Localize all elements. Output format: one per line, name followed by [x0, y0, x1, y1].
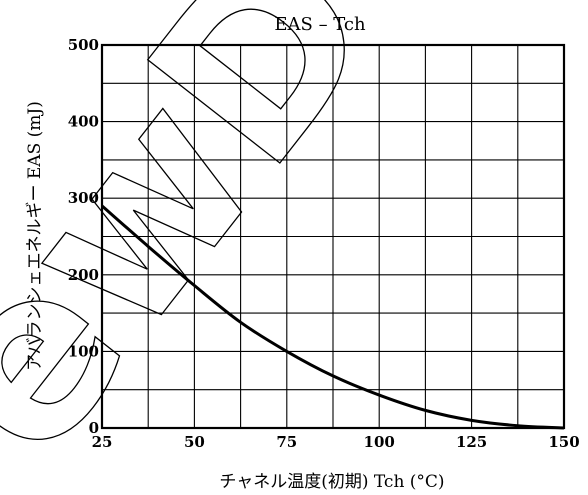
data-point	[193, 284, 196, 287]
y-tick-labels: 0 100 200 300 400 500	[68, 36, 99, 437]
data-point	[147, 245, 149, 248]
grid	[102, 45, 564, 428]
y-tick-label: 400	[68, 113, 99, 131]
x-axis-title: チャネル温度(初期) Tch (°C)	[219, 472, 444, 492]
x-tick-label: 150	[548, 433, 579, 451]
data-point	[332, 375, 334, 377]
chart-title: EAS – Tch	[274, 14, 366, 35]
x-tick-label: 25	[92, 433, 113, 451]
x-tick-labels: 25 50 75 100 125 150	[92, 433, 580, 451]
y-tick-label: 0	[89, 419, 99, 437]
data-point	[286, 350, 288, 353]
y-tick-label: 500	[68, 36, 99, 54]
y-tick-label: 200	[68, 266, 99, 284]
data-point	[470, 419, 473, 422]
plot-frame	[100, 43, 566, 430]
x-tick-label: 50	[184, 433, 205, 451]
data-point	[517, 424, 519, 427]
x-tick-label: 125	[456, 433, 487, 451]
data-point	[563, 427, 565, 429]
x-tick-label: 75	[276, 433, 297, 451]
data-point	[239, 321, 242, 324]
data-points	[101, 205, 565, 429]
y-tick-label: 100	[68, 342, 99, 360]
y-axis-title: アバランシェエネルギー EAS (mJ)	[25, 101, 45, 371]
data-point	[424, 409, 427, 412]
y-tick-label: 300	[68, 189, 99, 207]
data-point	[101, 205, 103, 207]
x-tick-label: 100	[364, 433, 395, 451]
data-point	[378, 394, 381, 396]
